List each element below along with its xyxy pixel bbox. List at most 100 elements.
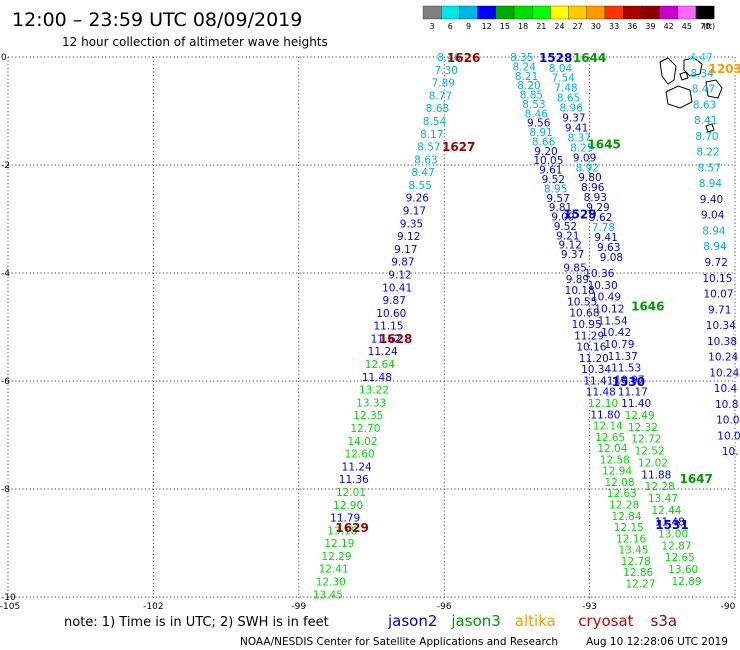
swh-value-label: 14.02 — [347, 436, 377, 448]
swh-value-label: 10.34 — [581, 364, 611, 376]
swh-value-label: 13.47 — [648, 493, 678, 505]
swh-value-label: 9.41 — [565, 123, 588, 135]
swh-value-label: 8.91 — [529, 127, 552, 139]
swh-value-label: 9.40 — [700, 194, 723, 206]
swh-value-label: 10.38 — [707, 336, 737, 348]
swh-value-label: 12.01 — [336, 487, 366, 499]
swh-value-label: 10.41 — [382, 282, 412, 294]
swh-value-label: 13.00 — [658, 528, 688, 540]
swh-value-label: 11.20 — [579, 353, 609, 365]
footer-credit: NOAA/NESDIS Center for Satellite Applica… — [240, 636, 558, 648]
swh-value-label: 8.54 — [423, 116, 447, 128]
swh-value-label: 12.49 — [625, 410, 655, 422]
swh-value-label: 10.0 — [716, 415, 739, 427]
swh-value-label: 10.24 — [708, 352, 738, 364]
lat-tick-label: -2 — [1, 161, 10, 171]
swh-value-label: 12.72 — [631, 434, 661, 446]
swh-value-label: 8.70 — [695, 131, 718, 143]
swh-value-label: 9.80 — [578, 172, 601, 184]
swh-value-label: 8.94 — [699, 178, 723, 190]
colorbar-label: 27 — [573, 22, 583, 31]
pass-time-label: 1646 — [631, 299, 664, 313]
lat-tick-label: -6 — [1, 377, 10, 387]
colorbar-swatch — [695, 5, 715, 20]
colorbar-swatch — [641, 5, 660, 20]
swh-value-label: 12.04 — [597, 443, 627, 455]
colorbar-swatch — [586, 5, 606, 20]
lat-tick-label: -10 — [1, 593, 16, 603]
swh-value-label: 11.29 — [574, 330, 604, 342]
swh-value-label: 12.70 — [350, 423, 380, 435]
swh-value-label: 10.05 — [533, 155, 563, 167]
colorbar-swatch — [550, 5, 569, 20]
pass-time-labels: 1626 1528 1644 1203 1627 1645 1529 1646 1628 1530… — [335, 51, 740, 535]
swh-value-label: 12.10 — [588, 398, 618, 410]
swh-value-label: 8.94 — [703, 241, 727, 253]
colorbar-label: 42 — [664, 22, 674, 31]
swh-value-label: 12.94 — [602, 466, 632, 478]
colorbar-label: 15 — [500, 22, 510, 31]
swh-value-label: 9.12 — [559, 240, 582, 252]
swh-value-label: 10.49 — [591, 292, 621, 304]
lat-tick-label: 0 — [1, 53, 7, 63]
pass-time-label: 1529 — [563, 208, 596, 222]
swh-value-label: 12.64 — [365, 359, 395, 371]
swh-value-label: 10.0 — [717, 430, 740, 442]
swh-value-label: 8.47 — [692, 84, 715, 96]
swh-value-label: 7.30 — [435, 65, 458, 77]
swh-value-label: 11.48 — [586, 387, 616, 399]
swh-value-label: 11.48 — [655, 517, 685, 529]
page-subtitle: 12 hour collection of altimeter wave hei… — [62, 35, 328, 49]
colorbar-swatch — [532, 5, 551, 20]
colorbar-swatch — [604, 5, 624, 20]
swh-value-label: 7.89 — [432, 78, 455, 90]
swh-value-label: 9.09 — [573, 152, 596, 164]
swh-value-label: 12.14 — [593, 421, 623, 433]
island-coastline — [679, 71, 689, 81]
pass-time-label: 1629 — [335, 521, 368, 535]
swh-value-label: 11.41 — [583, 375, 613, 387]
swh-value-label: 10.60 — [376, 308, 406, 320]
swh-value-label: 12.19 — [324, 538, 354, 550]
swh-value-label: 8.66 — [532, 137, 556, 149]
colorbar-label: 18 — [518, 22, 528, 31]
swh-value-label: 10.30 — [588, 280, 618, 292]
colorbar-swatch — [568, 5, 587, 20]
swh-value-label: 12.29 — [321, 551, 351, 563]
swh-value-label: 11.37 — [608, 351, 638, 363]
colorbar-label: 12 — [482, 22, 492, 31]
swh-value-label: 12.86 — [623, 567, 653, 579]
swh-value-label: 10.16 — [576, 342, 606, 354]
colorbar-label: (ft) — [703, 22, 715, 31]
pass-time-label: 1626 — [447, 51, 480, 65]
swh-value-label: 10.79 — [604, 339, 634, 351]
satellite-legend-entry: jason3 — [450, 612, 500, 630]
swh-value-label: 10.15 — [702, 273, 732, 285]
swh-value-label: 11.54 — [598, 315, 628, 327]
swh-value-label: 8.94 — [702, 225, 726, 237]
swh-value-label: 11.17 — [618, 386, 648, 398]
swh-value-label: 9.21 — [556, 230, 579, 242]
satellite-tracks: 8.467.307.898.778.688.548.178.578.638.47… — [313, 52, 740, 601]
swh-value-label: 12.44 — [651, 505, 681, 517]
pass-time-label: 1530 — [612, 375, 645, 389]
swh-value-label: 8.68 — [426, 103, 449, 115]
swh-value-label: 12.58 — [600, 454, 630, 466]
swh-value-label: 8.34 — [691, 68, 715, 80]
swh-value-label: 10.36 — [584, 268, 614, 280]
swh-value-label: 9.12 — [397, 231, 420, 243]
swh-value-label: 8.96 — [581, 182, 605, 194]
pass-time-label: 1528 — [539, 51, 572, 65]
swh-value-label: 12.15 — [614, 522, 644, 534]
swh-value-label: 9.29 — [586, 202, 609, 214]
swh-value-label: 8.63 — [693, 99, 716, 111]
swh-value-label: 8.96 — [560, 103, 584, 115]
swh-value-label: 12.65 — [595, 432, 625, 444]
island-coastline — [659, 57, 677, 85]
swh-value-label: 11.48 — [362, 372, 392, 384]
swh-value-label: 11.36 — [339, 474, 369, 486]
lon-tick-label: -99 — [291, 602, 306, 612]
lat-tick-label: -8 — [1, 485, 10, 495]
colorbar-label: 45 — [682, 22, 692, 31]
swh-value-label: 9.08 — [600, 252, 623, 264]
